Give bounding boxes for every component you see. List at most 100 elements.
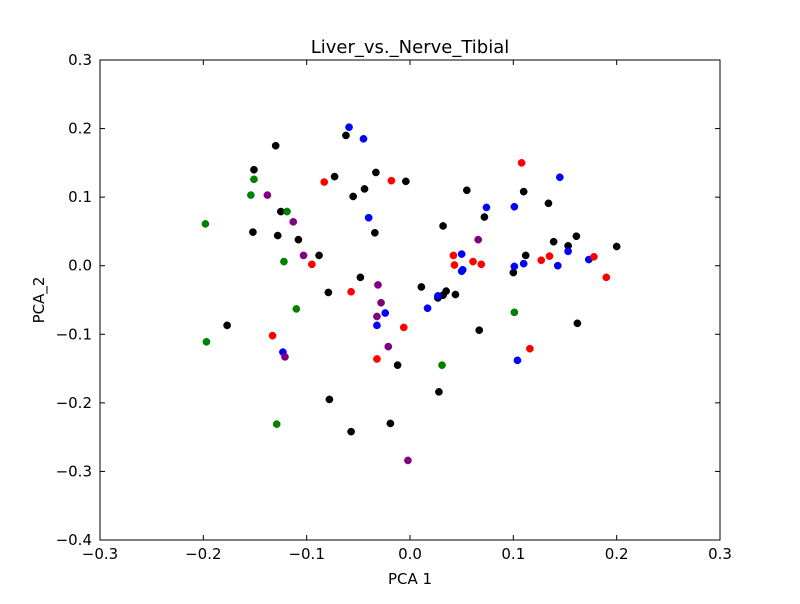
data-point bbox=[469, 257, 477, 266]
y-tick-label: −0.2 bbox=[56, 394, 92, 412]
data-point bbox=[457, 250, 466, 258]
data-point bbox=[402, 177, 410, 186]
data-point bbox=[517, 159, 526, 167]
y-tick-label: 0.1 bbox=[68, 188, 92, 206]
data-point bbox=[356, 273, 365, 282]
data-point bbox=[451, 290, 460, 299]
data-point bbox=[553, 261, 562, 270]
data-points bbox=[201, 123, 621, 465]
data-point bbox=[373, 321, 381, 330]
data-point bbox=[268, 331, 277, 340]
data-point bbox=[263, 191, 272, 199]
data-point bbox=[404, 456, 412, 465]
data-point bbox=[442, 287, 451, 295]
data-point bbox=[325, 395, 334, 404]
data-point bbox=[201, 220, 210, 228]
data-point bbox=[289, 217, 298, 226]
data-point bbox=[349, 192, 358, 201]
data-point bbox=[510, 202, 519, 211]
data-point bbox=[381, 309, 390, 317]
data-point bbox=[377, 298, 385, 307]
data-point bbox=[590, 252, 598, 261]
data-point bbox=[612, 242, 621, 251]
x-tick-label: 0.1 bbox=[501, 545, 525, 563]
data-point bbox=[299, 251, 308, 260]
y-axis: 0.3 0.2 0.1 0.0 −0.1 −0.2 −0.3 −0.4 bbox=[56, 51, 720, 549]
data-point bbox=[399, 323, 408, 332]
series-4 bbox=[263, 191, 483, 465]
data-point bbox=[510, 262, 519, 271]
data-point bbox=[372, 168, 380, 177]
data-point bbox=[345, 123, 353, 132]
data-point bbox=[342, 131, 350, 140]
data-point bbox=[519, 259, 528, 268]
data-point bbox=[347, 287, 355, 296]
data-point bbox=[477, 260, 486, 269]
data-point bbox=[387, 176, 396, 185]
data-point bbox=[324, 288, 333, 297]
data-point bbox=[393, 361, 402, 369]
data-point bbox=[250, 175, 258, 184]
data-point bbox=[371, 228, 379, 237]
data-point bbox=[373, 312, 381, 321]
series-1 bbox=[279, 123, 593, 365]
x-tick-label: 0.0 bbox=[398, 545, 422, 563]
data-point bbox=[602, 273, 611, 282]
data-point bbox=[482, 203, 491, 212]
data-point bbox=[423, 304, 432, 313]
x-tick-label: −0.1 bbox=[288, 545, 324, 563]
data-point bbox=[513, 356, 522, 365]
data-point bbox=[280, 257, 288, 266]
data-point bbox=[347, 427, 355, 436]
x-tick-label: −0.2 bbox=[185, 545, 221, 563]
x-axis-label: PCA 1 bbox=[388, 570, 432, 588]
y-tick-label: 0.0 bbox=[68, 257, 92, 275]
data-point bbox=[330, 172, 339, 181]
y-tick-label: 0.3 bbox=[68, 51, 92, 69]
data-point bbox=[537, 256, 546, 265]
data-point bbox=[223, 321, 231, 330]
data-point bbox=[544, 199, 553, 208]
data-point bbox=[545, 252, 554, 260]
y-axis-label: PCA_2 bbox=[30, 277, 49, 324]
data-point bbox=[510, 308, 519, 317]
data-point bbox=[249, 228, 257, 236]
data-point bbox=[555, 173, 564, 182]
data-point bbox=[360, 185, 369, 193]
data-point bbox=[384, 342, 393, 351]
data-point bbox=[434, 292, 442, 300]
data-point bbox=[307, 260, 316, 269]
data-point bbox=[549, 237, 558, 246]
x-axis: −0.3 −0.2 −0.1 0.0 0.1 0.2 0.3 bbox=[82, 60, 732, 563]
data-point bbox=[272, 420, 281, 428]
data-point bbox=[450, 261, 459, 269]
data-point bbox=[462, 186, 471, 195]
x-tick-label: 0.3 bbox=[708, 545, 732, 563]
data-point bbox=[359, 135, 368, 143]
data-point bbox=[250, 165, 258, 174]
data-point bbox=[480, 213, 489, 221]
data-point bbox=[572, 232, 581, 241]
chart-title: Liver_vs._Nerve_Tibial bbox=[311, 37, 509, 58]
data-point bbox=[457, 267, 466, 276]
data-point bbox=[439, 222, 447, 230]
data-point bbox=[438, 361, 446, 369]
data-point bbox=[373, 355, 381, 363]
data-point bbox=[521, 251, 530, 260]
data-point bbox=[386, 419, 395, 428]
data-point bbox=[320, 178, 329, 186]
data-point bbox=[364, 213, 373, 222]
data-point bbox=[202, 337, 211, 346]
data-point bbox=[519, 187, 528, 196]
data-point bbox=[474, 235, 483, 244]
x-tick-label: −0.3 bbox=[82, 545, 118, 563]
data-point bbox=[247, 191, 255, 199]
data-point bbox=[435, 388, 443, 396]
y-tick-label: −0.1 bbox=[56, 325, 92, 343]
data-point bbox=[526, 344, 534, 353]
data-point bbox=[273, 231, 282, 240]
data-point bbox=[564, 247, 572, 256]
data-point bbox=[294, 235, 303, 244]
